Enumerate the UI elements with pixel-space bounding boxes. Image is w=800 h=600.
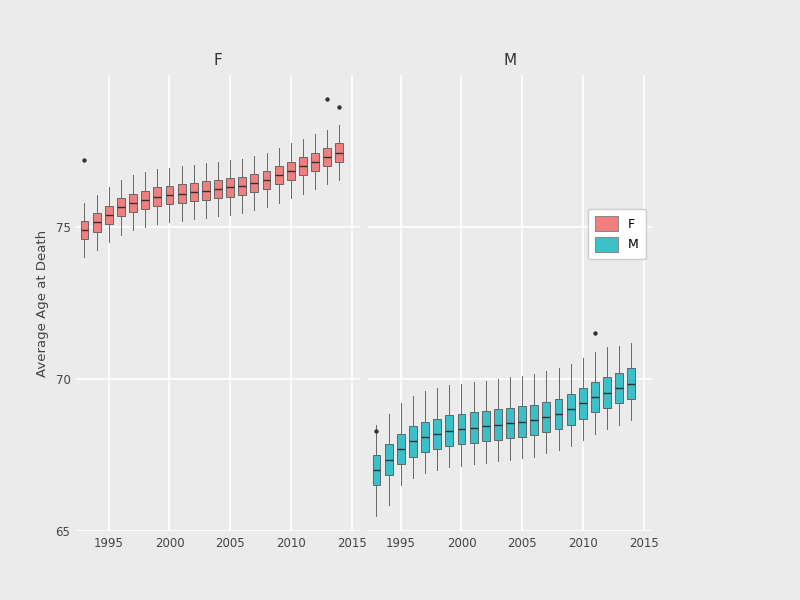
Bar — [142, 191, 149, 209]
Bar — [178, 184, 186, 203]
Title: M: M — [503, 53, 517, 68]
Bar — [554, 399, 562, 429]
Bar — [409, 426, 417, 457]
Bar — [506, 408, 514, 438]
Bar — [446, 415, 454, 446]
Bar — [323, 148, 331, 166]
Legend: F, M: F, M — [587, 209, 646, 259]
Bar — [530, 405, 538, 435]
Bar — [494, 409, 502, 440]
Bar — [566, 394, 574, 425]
Y-axis label: Average Age at Death: Average Age at Death — [36, 229, 49, 377]
Bar — [421, 422, 429, 452]
Bar — [542, 402, 550, 432]
Point — [370, 426, 383, 436]
Bar — [274, 166, 282, 184]
Bar — [105, 206, 113, 224]
Bar — [373, 455, 381, 485]
Bar — [226, 178, 234, 197]
Bar — [214, 180, 222, 198]
Bar — [287, 161, 294, 180]
Bar — [238, 177, 246, 195]
Point — [321, 95, 334, 104]
Bar — [579, 388, 586, 419]
Bar — [250, 174, 258, 192]
Bar — [117, 198, 125, 217]
Bar — [299, 157, 307, 175]
Bar — [591, 382, 599, 412]
Bar — [335, 143, 343, 161]
Bar — [470, 412, 478, 443]
Bar — [129, 194, 137, 212]
Bar — [458, 414, 466, 445]
Bar — [190, 183, 198, 201]
Bar — [93, 214, 101, 232]
Bar — [262, 171, 270, 189]
Bar — [615, 373, 623, 403]
Bar — [627, 368, 635, 399]
Bar — [202, 181, 210, 200]
Bar — [385, 445, 393, 475]
Bar — [434, 419, 441, 449]
Bar — [311, 152, 319, 171]
Bar — [397, 434, 405, 464]
Bar — [81, 221, 89, 239]
Bar — [482, 411, 490, 442]
Point — [333, 102, 346, 112]
Bar — [603, 377, 611, 408]
Bar — [166, 186, 174, 204]
Point — [589, 329, 602, 338]
Point — [78, 155, 91, 165]
Bar — [518, 406, 526, 437]
Bar — [154, 187, 162, 206]
Title: F: F — [214, 53, 222, 68]
